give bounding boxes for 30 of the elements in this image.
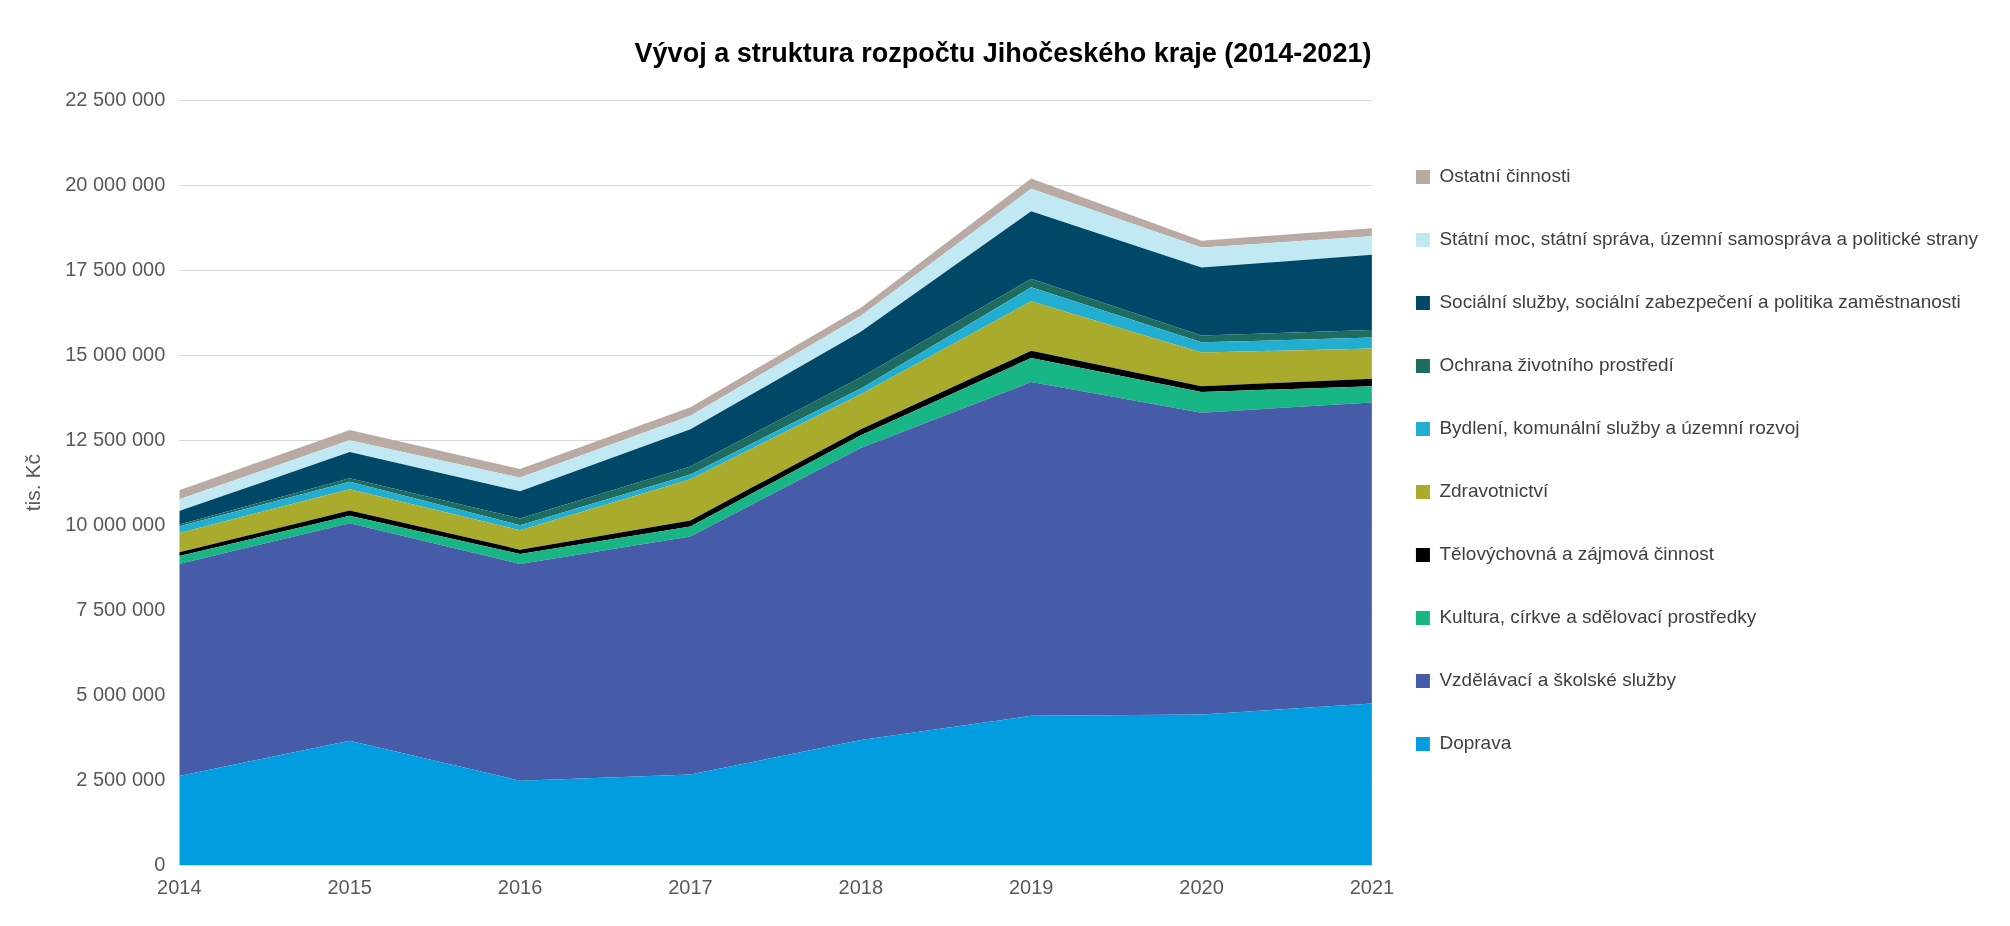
y-tick-label: 7 500 000: [76, 597, 166, 620]
x-tick-label: 2015: [327, 875, 372, 898]
legend-label: Vzdělávací a školské služby: [1439, 669, 1677, 691]
legend-label: Bydlení, komunální služby a územní rozvoj: [1439, 417, 1800, 439]
x-tick-label: 2014: [157, 875, 202, 898]
y-tick-label: 15 000 000: [65, 342, 166, 365]
y-tick-label: 0: [154, 852, 166, 875]
legend-label: Státní moc, státní správa, územní samospráva a politické strany: [1439, 228, 1979, 250]
legend-label: Zdravotnictví: [1439, 480, 1549, 502]
y-axis-title: tis. Kč: [21, 454, 45, 512]
legend-label: Ochrana životního prostředí: [1439, 354, 1675, 376]
legend-label: Tělovýchovná a zájmová činnost: [1439, 543, 1715, 565]
x-tick-label: 2017: [668, 875, 713, 898]
y-tick-label: 2 500 000: [76, 767, 166, 790]
y-tick-label: 22 500 000: [65, 87, 166, 110]
x-tick-label: 2018: [838, 875, 884, 898]
y-tick-label: 12 500 000: [65, 427, 166, 450]
y-tick-label: 20 000 000: [65, 172, 166, 195]
x-tick-label: 2021: [1349, 875, 1395, 898]
legend-label: Doprava: [1439, 732, 1512, 754]
x-tick-label: 2016: [497, 875, 543, 898]
legend-label: Kultura, církve a sdělovací prostředky: [1439, 606, 1757, 628]
legend-label: Ostatní činnosti: [1439, 165, 1571, 187]
chart-title: Vývoj a struktura rozpočtu Jihočeského kraje (2014-2021): [634, 37, 1372, 68]
y-tick-label: 10 000 000: [65, 512, 166, 535]
x-tick-label: 2019: [1008, 875, 1054, 898]
y-tick-label: 17 500 000: [65, 257, 166, 280]
legend-label: Sociální služby, sociální zabezpečení a politika zaměstnanosti: [1439, 291, 1961, 313]
y-tick-label: 5 000 000: [76, 682, 166, 705]
x-tick-label: 2020: [1179, 875, 1224, 898]
